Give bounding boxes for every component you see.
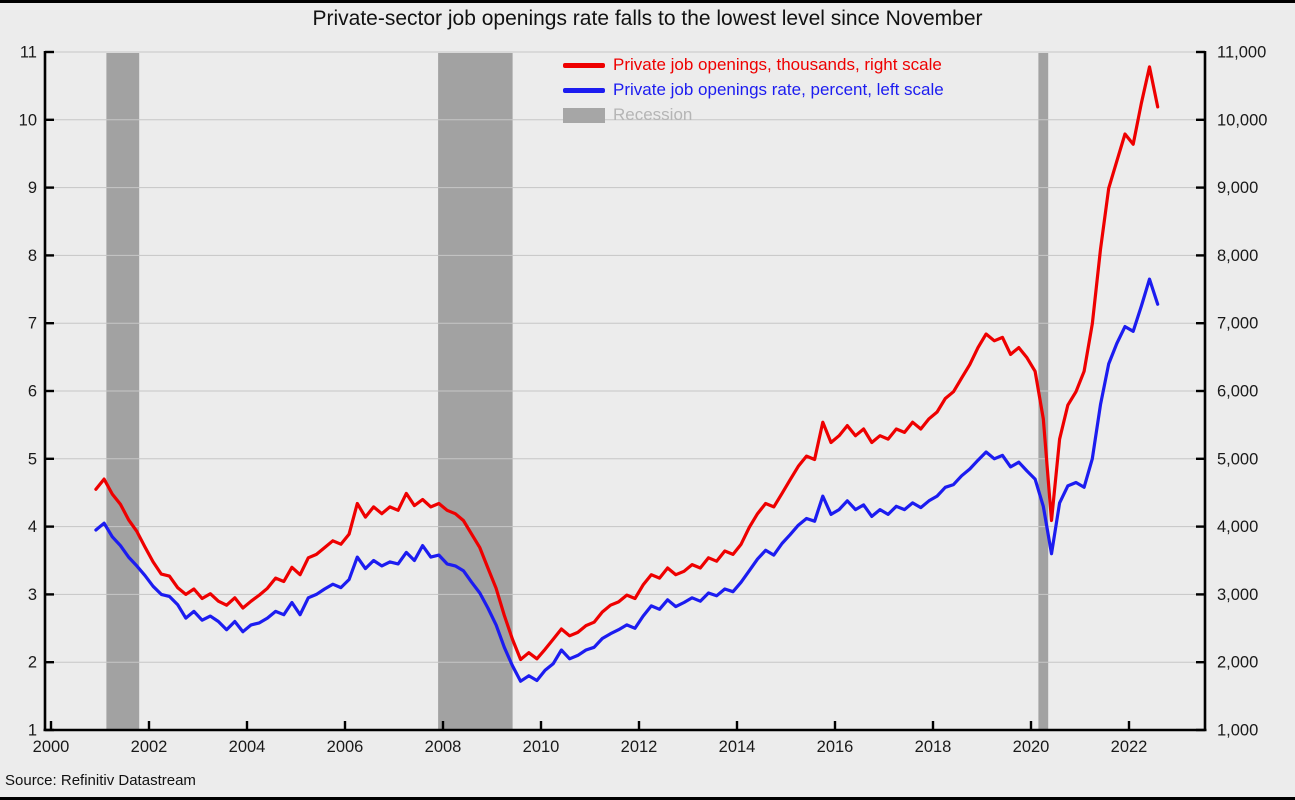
top-border-bar [0,0,1295,3]
legend-label-rate: Private job openings rate, percent, left… [613,80,944,99]
right-axis-tick-label: 1,000 [1217,722,1258,740]
right-axis-tick-label: 3,000 [1217,586,1258,604]
gridlines [45,51,1205,663]
source-note: Source: Refinitiv Datastream [5,772,196,789]
right-axis-tick-label: 10,000 [1217,111,1267,129]
axis-labels: 1 2 3 4 5 6 7 8 9 10 11 1,000 2,000 3,000 4,000 5,000 6,… [19,44,1268,757]
x-axis-tick-label: 2010 [523,738,560,756]
x-axis-tick-label: 2008 [425,738,462,756]
x-axis-tick-label: 2002 [131,738,168,756]
right-axis-tick-label: 7,000 [1217,315,1258,333]
x-axis-tick-label: 2000 [33,738,70,756]
left-axis-tick-label: 2 [28,654,37,672]
legend-item-rate: Private job openings rate, percent, left… [563,79,944,101]
left-axis-tick-label: 3 [28,586,37,604]
x-axis-tick-label: 2012 [621,738,658,756]
legend-label-recession: Recession [613,105,693,124]
right-axis-tick-label: 8,000 [1217,247,1258,265]
left-axis-tick-label: 8 [28,247,37,265]
x-axis-tick-label: 2018 [915,738,952,756]
right-axis-tick-label: 4,000 [1217,518,1258,536]
openings-line [94,65,1160,662]
x-axis-tick-label: 2014 [719,738,756,756]
x-axis-tick-label: 2004 [229,738,266,756]
recession-box-swatch [563,107,605,123]
rate-line-swatch [563,87,605,93]
right-axis-tick-label: 5,000 [1217,450,1258,468]
legend-item-recession: Recession [563,104,944,126]
legend-item-openings: Private job openings, thousands, right s… [563,54,944,76]
legend: Private job openings, thousands, right s… [563,54,944,126]
left-axis-tick-label: 10 [19,111,37,129]
left-axis-tick-label: 6 [28,383,37,401]
x-axis-tick-label: 2006 [327,738,364,756]
axis-ticks [45,50,1205,732]
legend-label-openings: Private job openings, thousands, right s… [613,55,942,74]
bottom-border-bar [0,797,1295,800]
right-axis-tick-label: 6,000 [1217,383,1258,401]
left-axis-tick-label: 11 [20,44,37,62]
left-axis-tick-label: 4 [28,518,37,536]
left-axis-tick-label: 9 [28,179,37,197]
right-axis-tick-label: 9,000 [1217,179,1258,197]
left-axis-tick-label: 5 [28,450,37,468]
rate-line [94,277,1160,683]
openings-line-swatch [563,62,605,68]
x-axis-tick-label: 2016 [817,738,854,756]
right-axis-tick-label: 2,000 [1217,654,1258,672]
right-axis-tick-label: 11,000 [1217,44,1266,62]
left-axis-tick-label: 1 [28,722,37,740]
x-axis-tick-label: 2022 [1111,738,1148,756]
chart-title: Private-sector job openings rate falls t… [312,7,983,30]
x-axis-tick-label: 2020 [1013,738,1050,756]
left-axis-tick-label: 7 [28,315,37,333]
